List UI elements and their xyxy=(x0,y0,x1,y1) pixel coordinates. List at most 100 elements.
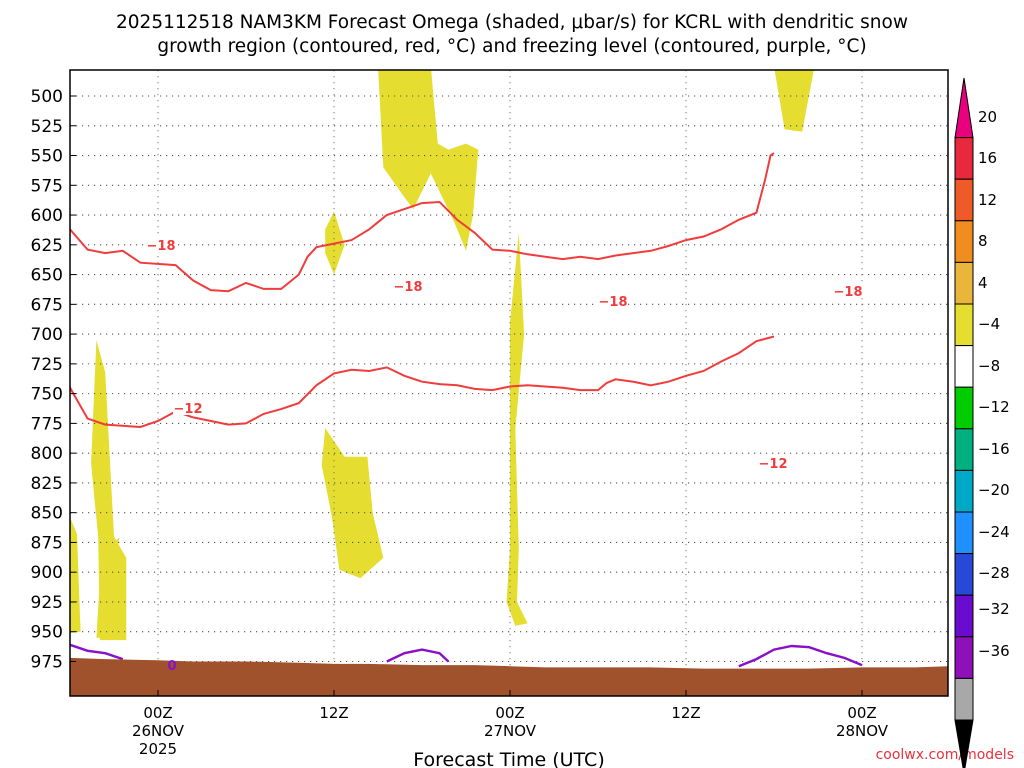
y-tick-label: 650 xyxy=(31,266,63,286)
contour-label-minus18: −18 xyxy=(147,239,176,254)
x-tick-label: 26NOV xyxy=(132,722,185,740)
y-tick-label: 800 xyxy=(31,444,63,464)
contour-label-minus12: −12 xyxy=(174,402,203,417)
omega-region xyxy=(70,517,81,633)
colorbar-swatch xyxy=(954,137,974,180)
colorbar-label: −32 xyxy=(978,600,1010,618)
label-bg xyxy=(173,401,203,415)
omega-region xyxy=(378,70,479,251)
label-bg xyxy=(598,294,628,308)
contour-labels: −18 −18 −18 −18 −12 −12 0 xyxy=(146,238,863,674)
colorbar-swatch xyxy=(954,386,974,430)
y-tick-label: 850 xyxy=(31,504,63,524)
chart-title-line-2: growth region (contoured, red, °C) and f… xyxy=(157,36,866,57)
x-tick-label: 27NOV xyxy=(484,722,537,740)
contour-label-minus18: −18 xyxy=(834,285,863,300)
isotherm-minus18-line xyxy=(70,152,775,293)
y-tick-label: 950 xyxy=(31,623,63,643)
colorbar-label: 4 xyxy=(978,274,988,292)
colorbar-label: −36 xyxy=(978,642,1010,660)
colorbar-swatch xyxy=(954,345,974,388)
y-tick-label: 575 xyxy=(31,176,63,196)
x-tick-label: 2025 xyxy=(139,740,177,758)
x-tick-label: 12Z xyxy=(319,704,348,722)
isotherm-minus12-line xyxy=(192,335,775,426)
omega-region xyxy=(506,232,528,626)
colorbar-swatch xyxy=(954,261,974,305)
x-tick-label: 00Z xyxy=(847,704,876,722)
freezing-level-line xyxy=(70,643,124,661)
colorbar-label: −24 xyxy=(978,523,1010,541)
y-tick-label: 500 xyxy=(31,87,63,107)
colorbar-swatch xyxy=(954,719,974,768)
colorbar-label: −8 xyxy=(978,357,1000,375)
omega-shading xyxy=(0,66,814,641)
y-tick-label: 750 xyxy=(31,385,63,405)
colorbar-label: 16 xyxy=(978,149,997,167)
colorbar-swatch xyxy=(954,677,974,721)
isotherm-minus18-left-line xyxy=(70,385,194,429)
label-bg xyxy=(758,456,788,470)
y-tick-label: 700 xyxy=(31,325,63,345)
colorbar-label: −4 xyxy=(978,315,1000,333)
label-bg xyxy=(393,279,423,293)
contour-label-freezing: 0 xyxy=(167,659,176,674)
contour-label-minus12: −12 xyxy=(759,457,788,472)
colorbar-label: −20 xyxy=(978,481,1010,499)
colorbar-swatch xyxy=(954,428,974,471)
x-axis-title: Forecast Time (UTC) xyxy=(413,749,604,768)
plot-frame xyxy=(69,69,949,697)
y-axis-labels: 500 525 550 575 600 625 650 675 700 725 750 775 800 8… xyxy=(31,87,76,672)
omega-region xyxy=(91,340,127,641)
colorbar-swatch xyxy=(954,220,974,263)
colorbar-label: −28 xyxy=(978,564,1010,582)
y-tick-label: 550 xyxy=(31,147,63,167)
y-tick-label: 900 xyxy=(31,563,63,583)
plot-area xyxy=(0,66,948,696)
contour-label-minus18: −18 xyxy=(394,280,423,295)
freezing-level-line xyxy=(738,644,863,668)
omega-region xyxy=(774,70,814,132)
omega-region xyxy=(0,66,8,305)
colorbar-label: 12 xyxy=(978,191,997,209)
terrain-layer xyxy=(70,657,948,696)
y-tick-label: 625 xyxy=(31,236,63,256)
y-tick-label: 675 xyxy=(31,295,63,315)
y-tick-label: 875 xyxy=(31,533,63,553)
colorbar-swatch xyxy=(954,636,974,679)
colorbar-swatch xyxy=(954,77,974,139)
colorbar-swatch xyxy=(954,178,974,222)
colorbar: 20 16 12 8 4 −4 −8 −12 −16 −20 −24 −28 −32 −36 xyxy=(954,77,1010,768)
y-tick-label: 975 xyxy=(31,652,63,672)
grid-lines xyxy=(70,70,948,696)
omega-region xyxy=(321,428,384,579)
terrain-fill xyxy=(70,657,948,696)
colorbar-label: −12 xyxy=(978,398,1010,416)
x-tick-label: 12Z xyxy=(671,704,700,722)
omega-region xyxy=(0,539,21,632)
colorbar-swatch xyxy=(954,511,974,555)
credit-text: coolwx.com/models xyxy=(876,747,1014,763)
temperature-contours xyxy=(70,152,863,668)
contour-label-minus18: −18 xyxy=(599,295,628,310)
y-tick-label: 600 xyxy=(31,206,63,226)
x-tick-label: 00Z xyxy=(143,704,172,722)
colorbar-swatch xyxy=(954,303,974,347)
x-tick-label: 00Z xyxy=(495,704,524,722)
colorbar-swatch xyxy=(954,553,974,596)
colorbar-swatch xyxy=(954,594,974,638)
colorbar-label: −16 xyxy=(978,440,1010,458)
label-bg xyxy=(833,284,863,298)
colorbar-label: 20 xyxy=(978,108,997,126)
y-tick-label: 925 xyxy=(31,593,63,613)
y-tick-label: 775 xyxy=(31,414,63,434)
omega-region xyxy=(96,537,123,638)
y-tick-label: 825 xyxy=(31,474,63,494)
y-tick-label: 725 xyxy=(31,355,63,375)
colorbar-label: 8 xyxy=(978,232,988,250)
colorbar-swatch xyxy=(954,469,974,513)
chart-title-line-1: 2025112518 NAM3KM Forecast Omega (shaded… xyxy=(116,12,908,33)
label-bg xyxy=(146,238,176,252)
